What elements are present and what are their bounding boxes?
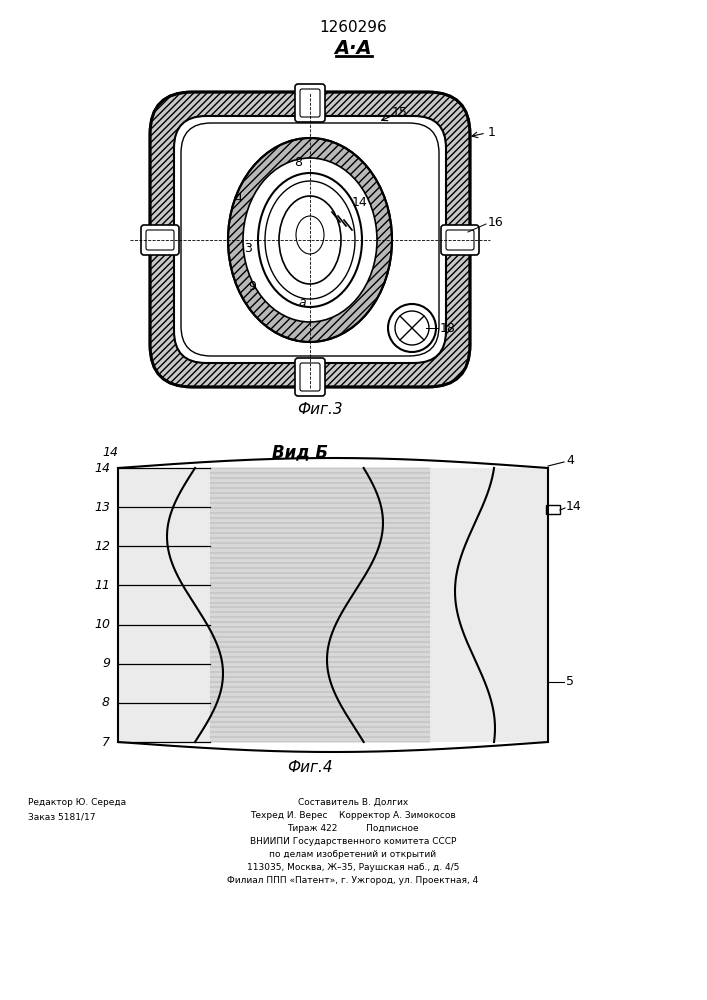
Text: 8: 8 — [102, 696, 110, 709]
Text: 14: 14 — [102, 446, 118, 458]
Text: Редактор Ю. Середа: Редактор Ю. Середа — [28, 798, 126, 807]
Text: Тираж 422          Подписное: Тираж 422 Подписное — [287, 824, 419, 833]
Bar — [546, 505, 560, 514]
Text: 10: 10 — [94, 618, 110, 631]
Text: 1260296: 1260296 — [319, 20, 387, 35]
Text: 14: 14 — [352, 196, 368, 209]
FancyBboxPatch shape — [146, 230, 174, 250]
Ellipse shape — [265, 181, 355, 299]
Text: Фиг.3: Фиг.3 — [297, 402, 343, 418]
Ellipse shape — [258, 173, 362, 307]
Ellipse shape — [296, 216, 324, 254]
Ellipse shape — [279, 196, 341, 284]
Text: 9: 9 — [102, 657, 110, 670]
Text: 5: 5 — [566, 675, 574, 688]
Ellipse shape — [243, 158, 377, 322]
FancyBboxPatch shape — [141, 225, 179, 255]
FancyBboxPatch shape — [441, 225, 479, 255]
FancyBboxPatch shape — [295, 84, 325, 122]
Text: 14: 14 — [566, 499, 582, 512]
FancyBboxPatch shape — [174, 116, 446, 363]
FancyBboxPatch shape — [446, 230, 474, 250]
Text: 113035, Москва, Ж–35, Раушская наб., д. 4/5: 113035, Москва, Ж–35, Раушская наб., д. … — [247, 863, 459, 872]
Text: 7: 7 — [102, 736, 110, 748]
Text: 15: 15 — [392, 105, 408, 118]
Text: 11: 11 — [94, 579, 110, 592]
FancyBboxPatch shape — [300, 89, 320, 117]
Text: по делам изобретений и открытий: по делам изобретений и открытий — [269, 850, 436, 859]
Text: ВНИИПИ Государственного комитета СССР: ВНИИПИ Государственного комитета СССР — [250, 837, 456, 846]
Text: 13: 13 — [94, 501, 110, 514]
Ellipse shape — [228, 138, 392, 342]
Bar — [118, 468, 548, 742]
FancyBboxPatch shape — [295, 358, 325, 396]
Text: a: a — [298, 296, 306, 308]
Text: 18: 18 — [440, 322, 456, 334]
Text: 8: 8 — [294, 155, 302, 168]
Text: Составитель В. Долгих: Составитель В. Долгих — [298, 798, 408, 807]
Bar — [210, 468, 430, 742]
Text: 12: 12 — [94, 540, 110, 553]
Text: 3: 3 — [244, 241, 252, 254]
Text: 4: 4 — [234, 192, 242, 205]
Text: Филиал ППП «Патент», г. Ужгород, ул. Проектная, 4: Филиал ППП «Патент», г. Ужгород, ул. Про… — [228, 876, 479, 885]
Text: Вид Б: Вид Б — [272, 443, 328, 461]
Text: Техред И. Верес    Корректор А. Зимокосов: Техред И. Верес Корректор А. Зимокосов — [250, 811, 456, 820]
Text: 9: 9 — [248, 279, 256, 292]
Text: Фиг.4: Фиг.4 — [287, 760, 333, 776]
FancyBboxPatch shape — [300, 363, 320, 391]
Text: 16: 16 — [488, 216, 504, 229]
Text: Заказ 5181/17: Заказ 5181/17 — [28, 812, 95, 821]
Circle shape — [395, 311, 429, 345]
Text: 14: 14 — [94, 462, 110, 475]
Text: 4: 4 — [566, 454, 574, 466]
Text: 1: 1 — [488, 125, 496, 138]
Circle shape — [388, 304, 436, 352]
Text: А·А: А·А — [334, 38, 372, 57]
FancyBboxPatch shape — [150, 92, 470, 387]
